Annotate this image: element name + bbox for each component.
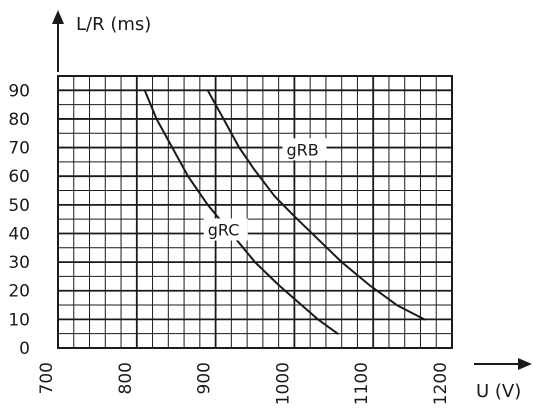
x-tick-label: 700	[37, 362, 57, 394]
y-tick-labels: 0 10 20 30 40 50 60 70 80 90	[8, 81, 30, 359]
series-label-grb: gRB	[287, 140, 319, 159]
x-tick-label: 800	[116, 362, 136, 394]
y-axis-arrow	[52, 10, 64, 72]
y-tick-label: 10	[8, 310, 30, 330]
y-tick-label: 60	[8, 167, 30, 187]
y-tick-label: 50	[8, 196, 30, 216]
x-tick-label: 900	[195, 362, 215, 394]
curve-labels: gRC gRB	[204, 138, 327, 240]
plot-frame	[58, 76, 452, 348]
x-tick-label: 1000	[273, 362, 293, 405]
y-tick-label: 0	[19, 339, 30, 359]
y-tick-label: 20	[8, 282, 30, 302]
curves	[145, 90, 425, 333]
series-line-grc	[145, 90, 338, 333]
x-tick-label: 1100	[352, 362, 372, 405]
y-tick-label: 80	[8, 110, 30, 130]
x-tick-label: 1200	[431, 362, 451, 405]
x-tick-labels: 700 800 900 1000 1100 1200	[37, 362, 451, 405]
y-tick-label: 40	[8, 224, 30, 244]
y-tick-label: 90	[8, 81, 30, 101]
y-axis-title: L/R (ms)	[76, 14, 151, 35]
y-tick-label: 30	[8, 253, 30, 273]
x-axis-arrow	[474, 358, 532, 370]
series-label-grc: gRC	[208, 220, 240, 239]
y-tick-label: 70	[8, 139, 30, 159]
x-axis-title: U (V)	[476, 381, 521, 402]
grid	[58, 76, 452, 348]
